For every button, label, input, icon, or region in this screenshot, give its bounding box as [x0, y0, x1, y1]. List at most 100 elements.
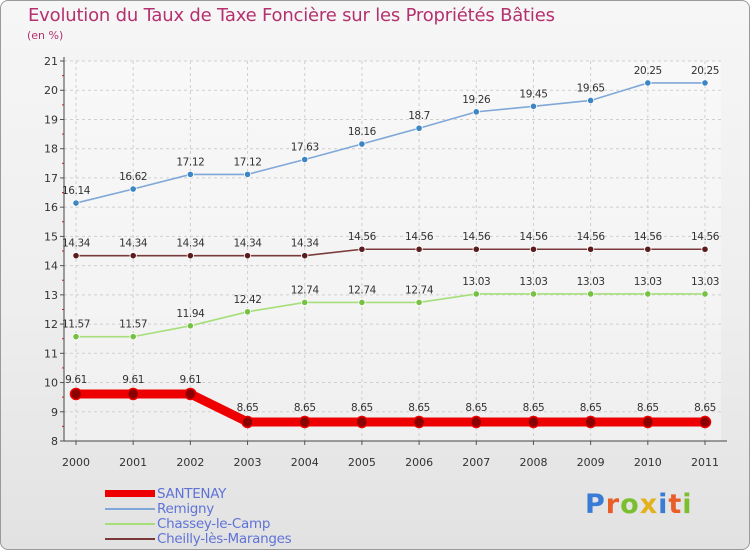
data-point — [243, 170, 252, 179]
data-point — [301, 298, 309, 307]
data-point — [72, 333, 80, 341]
y-tick-label: 18 — [44, 143, 58, 156]
data-label: 14.34 — [119, 238, 148, 250]
data-label: 14.56 — [634, 231, 663, 243]
x-tick-label: 2000 — [62, 456, 90, 469]
x-tick-label: 2011 — [691, 456, 719, 469]
data-point — [415, 124, 423, 132]
data-point — [529, 290, 538, 298]
data-point — [355, 415, 369, 429]
data-label: 14.56 — [691, 231, 720, 243]
data-label: 12.74 — [405, 284, 434, 296]
data-label: 8.65 — [694, 402, 716, 414]
data-label: 14.56 — [405, 231, 434, 243]
data-point — [584, 415, 597, 429]
data-point — [129, 333, 137, 341]
data-point — [701, 245, 709, 253]
data-label: 18.7 — [408, 110, 430, 122]
data-label: 8.65 — [237, 402, 259, 414]
data-label: 14.56 — [462, 231, 491, 243]
data-label: 19.45 — [519, 88, 547, 100]
data-point — [69, 387, 83, 401]
logo-letter: i — [682, 489, 693, 520]
data-label: 13.03 — [462, 276, 490, 288]
data-label: 18.16 — [348, 126, 377, 138]
data-point — [358, 140, 366, 148]
data-point — [186, 322, 194, 330]
data-label: 13.03 — [577, 276, 605, 288]
data-label: 14.34 — [176, 238, 205, 250]
data-label: 11.94 — [176, 308, 205, 320]
data-point — [470, 415, 483, 429]
legend-swatch — [105, 537, 155, 540]
data-point — [587, 245, 595, 253]
data-point — [415, 298, 423, 307]
data-label: 11.57 — [62, 319, 90, 331]
legend-label: Chassey-le-Camp — [157, 515, 271, 532]
data-point — [644, 290, 652, 298]
x-tick-label: 2006 — [405, 456, 433, 469]
y-tick-label: 13 — [44, 289, 58, 302]
x-tick-label: 2004 — [291, 456, 319, 469]
legend-swatch — [105, 507, 155, 510]
data-point — [472, 290, 480, 298]
series-line — [75, 248, 706, 257]
chart-title: Evolution du Taux de Taxe Foncière sur l… — [28, 5, 555, 26]
data-point — [412, 415, 426, 429]
data-point — [72, 252, 80, 260]
legend-swatch — [105, 490, 155, 497]
x-tick-label: 2002 — [176, 456, 204, 469]
y-tick-label: 12 — [44, 318, 58, 331]
y-tick-label: 9 — [51, 406, 58, 419]
series-line — [75, 82, 706, 204]
data-point — [641, 415, 655, 429]
data-point — [301, 252, 309, 260]
data-point — [472, 108, 480, 116]
y-tick-label: 19 — [44, 113, 58, 126]
legend-swatch — [105, 522, 155, 525]
y-tick-label: 17 — [44, 172, 58, 185]
logo-letter: P — [585, 489, 606, 520]
logo-letter: o — [620, 489, 640, 520]
y-tick-label: 20 — [44, 84, 58, 97]
data-label: 9.61 — [65, 374, 87, 386]
data-point — [298, 415, 311, 429]
data-point — [701, 79, 709, 87]
x-tick-label: 2010 — [634, 456, 662, 469]
data-point — [415, 245, 423, 253]
data-label: 8.65 — [580, 402, 602, 414]
x-tick-label: 2003 — [234, 456, 262, 469]
data-label: 13.03 — [634, 276, 662, 288]
x-tick-label: 2005 — [348, 456, 376, 469]
data-point — [243, 252, 252, 260]
logo-letter: r — [605, 489, 621, 520]
y-tick-label: 14 — [44, 260, 58, 273]
data-label: 14.56 — [348, 231, 377, 243]
data-label: 19.65 — [577, 82, 605, 94]
data-point — [529, 245, 538, 253]
x-tick-label: 2008 — [519, 456, 547, 469]
data-point — [184, 387, 197, 401]
data-label: 12.74 — [348, 284, 377, 296]
data-label: 8.65 — [523, 402, 545, 414]
data-point — [129, 252, 137, 260]
data-label: 8.65 — [637, 402, 659, 414]
data-point — [587, 290, 595, 298]
logo-letter: t — [668, 489, 683, 520]
data-label: 8.65 — [408, 402, 430, 414]
data-point — [243, 308, 252, 316]
data-label: 8.65 — [465, 402, 487, 414]
data-point — [644, 79, 652, 87]
data-point — [358, 298, 366, 307]
legend-item-santenay: SANTENAY — [105, 486, 226, 502]
data-label: 13.03 — [519, 276, 547, 288]
legend-label: Remigny — [157, 500, 214, 517]
data-label: 14.34 — [291, 238, 320, 250]
data-label: 12.42 — [234, 294, 262, 306]
legend-label: Cheilly-lès-Maranges — [157, 530, 292, 547]
data-label: 17.63 — [291, 142, 319, 154]
data-point — [129, 185, 137, 193]
data-label: 13.03 — [691, 276, 719, 288]
